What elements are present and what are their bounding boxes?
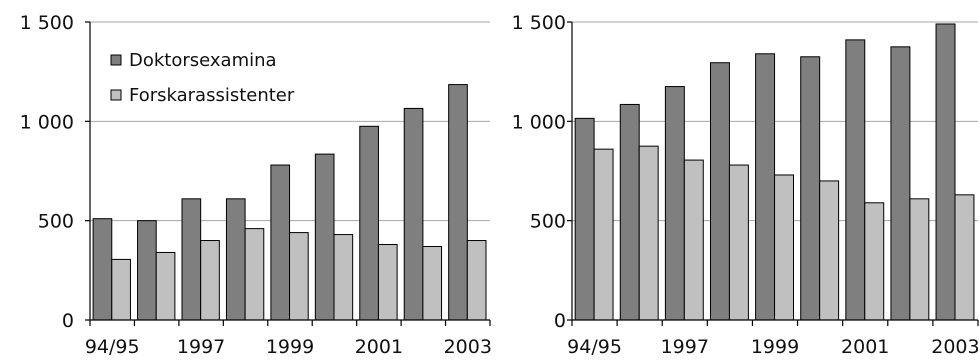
x-tick-label: 1997: [177, 336, 225, 358]
x-tick-label: 2001: [355, 336, 403, 358]
legend-label: Forskarassistenter: [129, 85, 295, 106]
bar-series1-1996: [137, 220, 157, 321]
bar-series1-2002: [403, 107, 424, 321]
bar-series2-2001: [377, 244, 398, 321]
bar-series1-1996: [619, 103, 640, 321]
bar-series2-1999: [774, 174, 794, 321]
y-tick-label: 1 500: [20, 12, 74, 34]
bar-series1-2000: [800, 56, 821, 321]
bar-series2-1998: [244, 228, 265, 321]
bar-series2-1999: [289, 232, 309, 321]
bar-series1-2002: [890, 46, 911, 321]
y-tick-label: 0: [554, 310, 566, 332]
legend: Doktorsexamina Forskarassistenter: [110, 50, 295, 106]
x-tick-label: 1999: [751, 336, 799, 358]
bar-series1-2003: [448, 84, 468, 321]
x-tick-label: 94/95: [85, 336, 140, 358]
y-tick-label: 500: [530, 211, 566, 233]
x-tick-label: 2003: [931, 336, 979, 358]
x-tick-label: 2001: [841, 336, 889, 358]
bar-series2-94/95: [593, 148, 614, 321]
bar-series2-1997: [200, 240, 220, 321]
y-tick-label: 0: [62, 310, 74, 332]
bar-series2-2000: [333, 234, 354, 321]
bar-series1-1997: [664, 86, 685, 321]
bar-series1-94/95: [574, 117, 595, 321]
legend-swatch: [110, 89, 122, 101]
bar-series1-2001: [359, 125, 379, 321]
bar-series2-2000: [819, 180, 840, 321]
x-tick-label: 1997: [661, 336, 709, 358]
bar-series2-2003: [954, 194, 975, 321]
bar-series2-2003: [466, 240, 487, 321]
chart-panel-2: 0 500 1 000 1 500 94/95 1997 1999 2001 2003: [512, 12, 980, 358]
y-tick-label: 1 500: [512, 12, 566, 34]
bar-series1-1999: [270, 164, 291, 321]
bar-series1-1999: [755, 53, 776, 321]
bar-series1-1998: [709, 62, 730, 321]
bar-series1-1998: [225, 198, 246, 321]
x-tick-label: 94/95: [567, 336, 622, 358]
y-tick-label: 500: [38, 211, 74, 233]
bar-series2-2001: [864, 202, 885, 321]
bar-series1-2003: [935, 23, 956, 321]
bar-series1-1997: [181, 198, 202, 321]
bar-series1-2001: [845, 39, 866, 321]
x-tick-label: 1999: [266, 336, 314, 358]
bar-series2-94/95: [111, 258, 131, 321]
chart-panel-1: 0 500 1 000 1 500 94/95 1997 1999 2001 2003 Dokto…: [20, 12, 492, 358]
bar-series2-1998: [728, 164, 749, 321]
bar-series2-2002: [422, 245, 443, 321]
y-tick-label: 1 000: [20, 111, 74, 133]
legend-swatch: [110, 54, 122, 66]
legend-label: Doktorsexamina: [129, 50, 277, 71]
bar-series2-1996: [155, 251, 176, 321]
y-tick-label: 1 000: [512, 111, 566, 133]
bar-series1-2000: [314, 153, 335, 321]
bar-series2-2002: [909, 198, 930, 321]
bar-series1-94/95: [92, 218, 113, 321]
bar-series2-1996: [638, 145, 659, 321]
x-tick-label: 2003: [444, 336, 492, 358]
bar-series2-1997: [683, 159, 704, 321]
